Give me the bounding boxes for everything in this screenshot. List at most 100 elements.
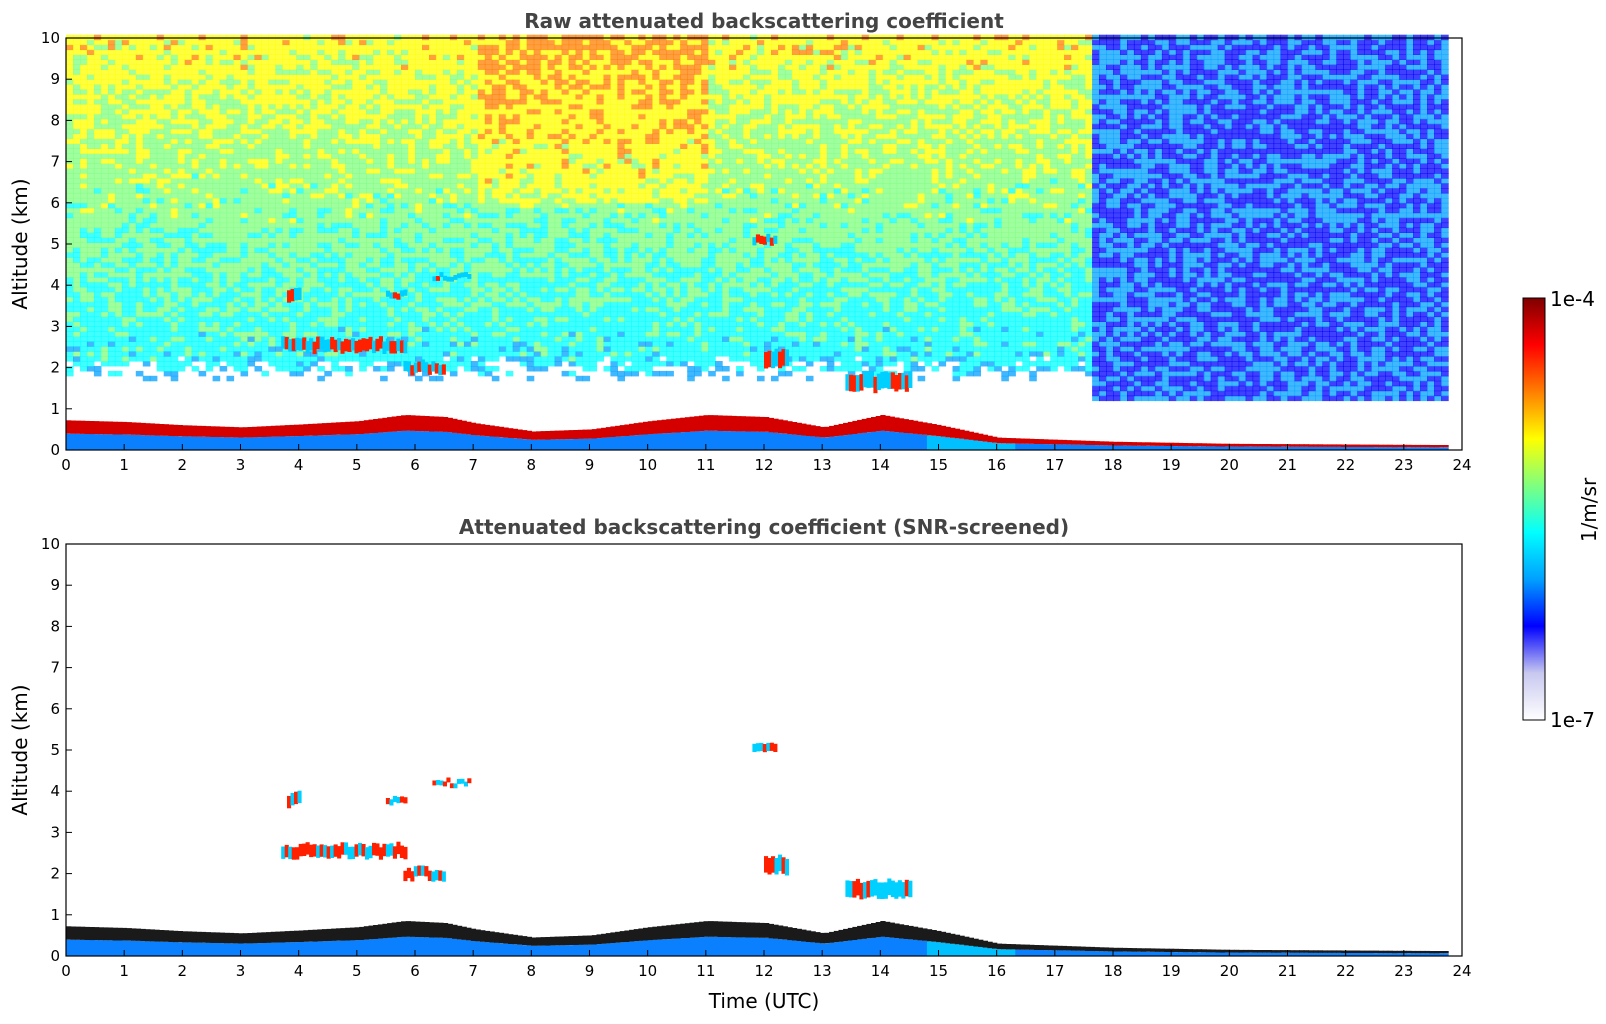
noise-cell [100, 113, 109, 120]
noise-cell [135, 286, 144, 293]
noise-cell [296, 44, 304, 51]
noise-cell [359, 178, 367, 184]
noise-cell [422, 108, 430, 115]
noise-cell [233, 222, 242, 229]
noise-cell [540, 286, 549, 293]
noise-cell [547, 351, 556, 357]
noise-cell [310, 89, 318, 95]
noise-cell [442, 128, 451, 135]
noise-cell [100, 138, 109, 144]
noise-cell [219, 296, 228, 303]
noise-cell [429, 267, 437, 273]
noise-cell [247, 108, 256, 115]
noise-cell [526, 163, 535, 169]
noise-cell [80, 346, 88, 352]
noise-cell [554, 346, 563, 352]
noise-cell [456, 123, 465, 130]
noise-cell [512, 99, 521, 105]
noise-cell [275, 178, 283, 184]
noise-cell [387, 212, 395, 219]
noise-cell [184, 281, 193, 288]
noise-cell [519, 242, 528, 248]
noise-cell [373, 158, 381, 164]
noise-cell [184, 54, 193, 60]
noise-cell [401, 217, 409, 224]
noise-cell [519, 192, 528, 199]
noise-cell [505, 143, 514, 149]
noise-cell [261, 291, 269, 298]
noise-cell [491, 103, 500, 110]
noise-cell [205, 79, 214, 85]
noise-cell [366, 267, 374, 273]
noise-cell [463, 346, 472, 352]
noise-cell [212, 99, 221, 105]
noise-cell [519, 257, 528, 263]
noise-cell [380, 113, 388, 120]
noise-cell [512, 326, 521, 332]
noise-cell [324, 207, 332, 214]
noise-cell [484, 99, 493, 105]
noise-cell [303, 103, 311, 110]
noise-cell [198, 242, 207, 248]
noise-cell [429, 351, 437, 357]
noise-cell [575, 252, 584, 258]
noise-cell [128, 128, 137, 135]
noise-cell [324, 286, 332, 293]
noise-cell [547, 202, 556, 209]
noise-cell [240, 286, 249, 293]
noise-cell [470, 326, 479, 332]
noise-cell [547, 212, 556, 219]
noise-cell [331, 143, 339, 149]
noise-cell [93, 188, 102, 194]
noise-cell [170, 366, 179, 372]
noise-cell [303, 163, 311, 169]
noise-cell [219, 192, 228, 199]
noise-cell [484, 163, 493, 169]
noise-cell [429, 321, 437, 327]
noise-cell [233, 301, 242, 308]
noise-cell [212, 296, 221, 303]
noise-cell [498, 49, 507, 55]
noise-cell [561, 138, 570, 144]
noise-cell [219, 291, 228, 298]
noise-cell [331, 54, 339, 60]
noise-cell [73, 138, 81, 144]
noise-cell [142, 118, 151, 125]
noise-cell [505, 306, 514, 313]
noise-cell [86, 217, 95, 224]
noise-cell [121, 222, 130, 229]
noise-cell [275, 163, 283, 169]
noise-cell [463, 336, 472, 342]
noise-cell [107, 262, 116, 268]
noise-cell [519, 173, 528, 179]
noise-cell [233, 89, 242, 95]
noise-cell [519, 212, 528, 219]
noise-cell [107, 311, 116, 318]
noise-cell [561, 242, 570, 248]
noise-cell [198, 158, 207, 164]
noise-cell [512, 138, 521, 144]
noise-cell [338, 277, 346, 283]
noise-cell [491, 227, 500, 233]
noise-cell [289, 123, 297, 130]
noise-cell [282, 301, 290, 308]
noise-cell [73, 217, 81, 224]
noise-cell [415, 247, 423, 253]
noise-cell [128, 252, 137, 258]
noise-cell [219, 351, 228, 357]
noise-cell [394, 237, 402, 243]
noise-cell [310, 321, 318, 327]
noise-cell [317, 118, 325, 125]
noise-cell [449, 242, 458, 248]
noise-cell [73, 356, 81, 362]
noise-cell [86, 118, 95, 125]
noise-cell [233, 232, 242, 238]
noise-cell [303, 197, 311, 204]
noise-cell [191, 64, 200, 70]
noise-cell [156, 222, 165, 229]
noise-cell [422, 252, 430, 258]
noise-cell [66, 99, 74, 105]
noise-cell [275, 227, 283, 233]
noise-cell [484, 173, 493, 179]
noise-cell [359, 54, 367, 60]
